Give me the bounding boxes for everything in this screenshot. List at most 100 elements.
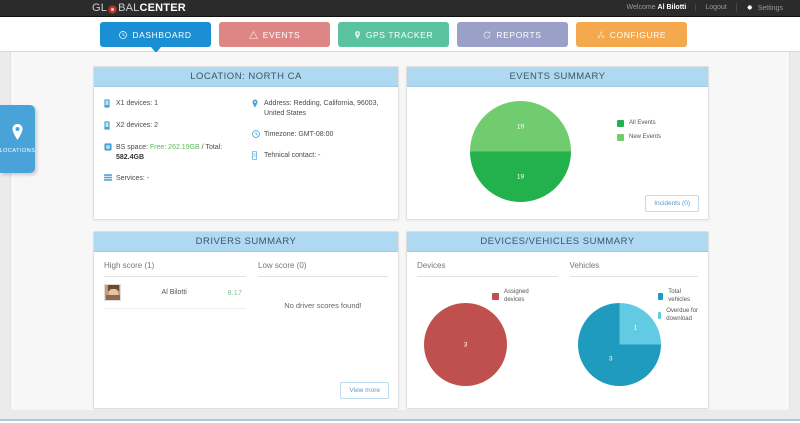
welcome-segment: Welcome Al Bilotti: [618, 4, 696, 11]
location-bs-space-text: BS space: Free: 262.19GB / Total: 582.4G…: [116, 143, 246, 163]
device-x1-icon: [104, 99, 116, 110]
drivers-summary-panel: DRIVERS SUMMARY High score (1) Al Bilott…: [93, 231, 399, 409]
driver-avatar: [104, 284, 121, 301]
drivers-panel-body: High score (1) Al Bilotti 8.17 Low score…: [94, 252, 398, 408]
settings-link[interactable]: Settings: [735, 3, 792, 13]
low-score-empty-message: No driver scores found!: [284, 301, 362, 310]
top-bar-right: Welcome Al Bilotti Logout Settings: [618, 3, 792, 12]
settings-label: Settings: [757, 5, 783, 12]
legend-swatch-new-events: [617, 133, 624, 141]
main-nav: DASHBOARD EVENTS GPS TRACKER REPORTS: [100, 22, 687, 53]
vehicles-pie-chart: 1 3: [577, 303, 661, 386]
device-x2-icon: [104, 121, 116, 132]
location-address-text: Address: Redding, California, 96003, Uni…: [264, 100, 379, 118]
vehicles-column-title: Vehicles: [569, 261, 698, 277]
map-pin-icon: [252, 99, 264, 110]
reports-icon: [483, 31, 491, 39]
view-more-button[interactable]: View more: [340, 382, 389, 399]
map-pin-icon: [11, 124, 24, 145]
devices-pie-chart: 3: [424, 303, 507, 386]
drivers-panel-title: DRIVERS SUMMARY: [94, 232, 398, 252]
location-left-column: X1 devices: 1 X2 devices: 2 BS sp: [104, 99, 246, 195]
events-panel-body: 19 19 All Events New Events Incidents (0…: [407, 87, 708, 219]
top-bar: GL BAL CENTER Welcome Al Bilotti Logout …: [0, 0, 800, 17]
events-summary-panel: EVENTS SUMMARY 19 19 All Events New Even…: [406, 66, 709, 220]
gear-icon: [746, 4, 753, 13]
bs-space-free-value: 262.19GB: [168, 144, 200, 151]
nav-item-reports[interactable]: REPORTS: [457, 22, 568, 47]
legend-label-new-events: New Events: [629, 133, 662, 140]
legend-swatch-total-vehicles: [657, 293, 664, 300]
bs-space-total-label: Total:: [205, 144, 223, 151]
nav-item-dashboard[interactable]: DASHBOARD: [100, 22, 211, 53]
legend-item-total-vehicles: Total vehicles: [657, 289, 699, 304]
legend-label-total-vehicles: Total vehicles: [668, 289, 690, 303]
phone-icon: [252, 151, 264, 162]
vehicles-column: Vehicles Total vehicles Overdue for down…: [558, 261, 699, 408]
events-pie-label-new: 19: [516, 123, 525, 131]
vehicles-pie-label-overdue: 1: [633, 324, 638, 332]
legend-item-new-events: New Events: [617, 133, 661, 143]
nav-label-dashboard: DASHBOARD: [132, 29, 192, 40]
bs-space-label: BS space:: [116, 144, 148, 151]
location-x1-devices-text: X1 devices: 1: [116, 100, 159, 107]
devices-pie-label: 3: [463, 341, 468, 348]
dashboard-icon: [119, 30, 128, 39]
nav-item-configure[interactable]: CONFIGURE: [576, 22, 687, 47]
logo-suffix: CENTER: [139, 2, 186, 14]
driver-row[interactable]: Al Bilotti 8.17: [104, 277, 246, 309]
bs-space-free-label: Free:: [149, 144, 167, 151]
legend-label-overdue-download: Overdue for download: [666, 308, 698, 322]
warning-icon: [248, 30, 258, 39]
legend-item-overdue-download: Overdue for download: [657, 308, 699, 323]
nav-item-events[interactable]: EVENTS: [219, 22, 330, 47]
clock-icon: [252, 130, 264, 140]
services-icon: [104, 174, 116, 183]
driver-name: Al Bilotti: [161, 289, 187, 296]
location-row-services: Services: -: [104, 174, 246, 184]
devices-vehicles-summary-panel: DEVICES/VEHICLES SUMMARY Devices Assigne…: [406, 231, 709, 409]
events-panel-title: EVENTS SUMMARY: [407, 67, 708, 87]
welcome-label: Welcome: [626, 4, 656, 11]
low-score-title: Low score (0): [258, 261, 388, 277]
location-row-technical-contact: Tehnical contact: -: [252, 151, 388, 162]
location-services-text: Services: -: [116, 175, 150, 183]
high-score-column: High score (1) Al Bilotti 8.17: [104, 261, 246, 310]
sidebar-tab-locations[interactable]: LOCATIONS: [0, 105, 35, 173]
high-score-title: High score (1): [104, 261, 246, 277]
logout-link[interactable]: Logout: [695, 4, 735, 11]
location-row-bs-space: BS space: Free: 262.19GB / Total: 582.4G…: [104, 143, 246, 163]
user-name: Al Bilotti: [657, 4, 687, 11]
main-nav-bar: DASHBOARD EVENTS GPS TRACKER REPORTS: [0, 17, 800, 53]
devices-panel-title: DEVICES/VEHICLES SUMMARY: [407, 232, 708, 252]
devices-column-title: Devices: [417, 261, 558, 277]
nav-label-configure: CONFIGURE: [609, 29, 667, 40]
location-panel: LOCATION: NORTH CA X1 devices: 1 X2 de: [93, 66, 399, 220]
incidents-button[interactable]: Incidents (0): [645, 195, 699, 212]
nav-label-reports: REPORTS: [496, 29, 542, 40]
events-pie-chart: 19 19: [470, 101, 571, 202]
driver-score: 8.17: [227, 288, 242, 297]
location-x2-devices-text: X2 devices: 2: [116, 122, 159, 129]
nav-label-gps-tracker: GPS TRACKER: [365, 29, 434, 40]
logo-globe-icon: [108, 4, 118, 14]
legend-label-all-events: All Events: [629, 120, 656, 126]
legend-item-all-events: All Events: [617, 119, 661, 129]
devices-column: Devices Assigned devices 3: [417, 261, 558, 408]
configure-icon: [597, 31, 605, 39]
vehicles-legend: Total vehicles Overdue for download: [657, 289, 699, 327]
location-row-x1-devices: X1 devices: 1: [104, 99, 246, 110]
bs-space-separator: /: [201, 144, 204, 151]
nav-item-gps-tracker[interactable]: GPS TRACKER: [338, 22, 449, 47]
events-pie-label-all: 19: [516, 173, 525, 181]
logo-prefix: GL: [92, 2, 108, 14]
devices-panel-body: Devices Assigned devices 3 Vehicles: [407, 252, 708, 408]
location-row-timezone: Timezone: GMT-08:00: [252, 130, 388, 140]
legend-swatch-assigned-devices: [492, 293, 499, 300]
sidebar-tab-label: LOCATIONS: [0, 148, 36, 154]
bs-space-total-value: 582.4GB: [116, 154, 145, 162]
app-logo[interactable]: GL BAL CENTER: [92, 2, 186, 14]
location-panel-title: LOCATION: NORTH CA: [94, 67, 398, 87]
legend-label-assigned-devices: Assigned devices: [504, 289, 529, 303]
